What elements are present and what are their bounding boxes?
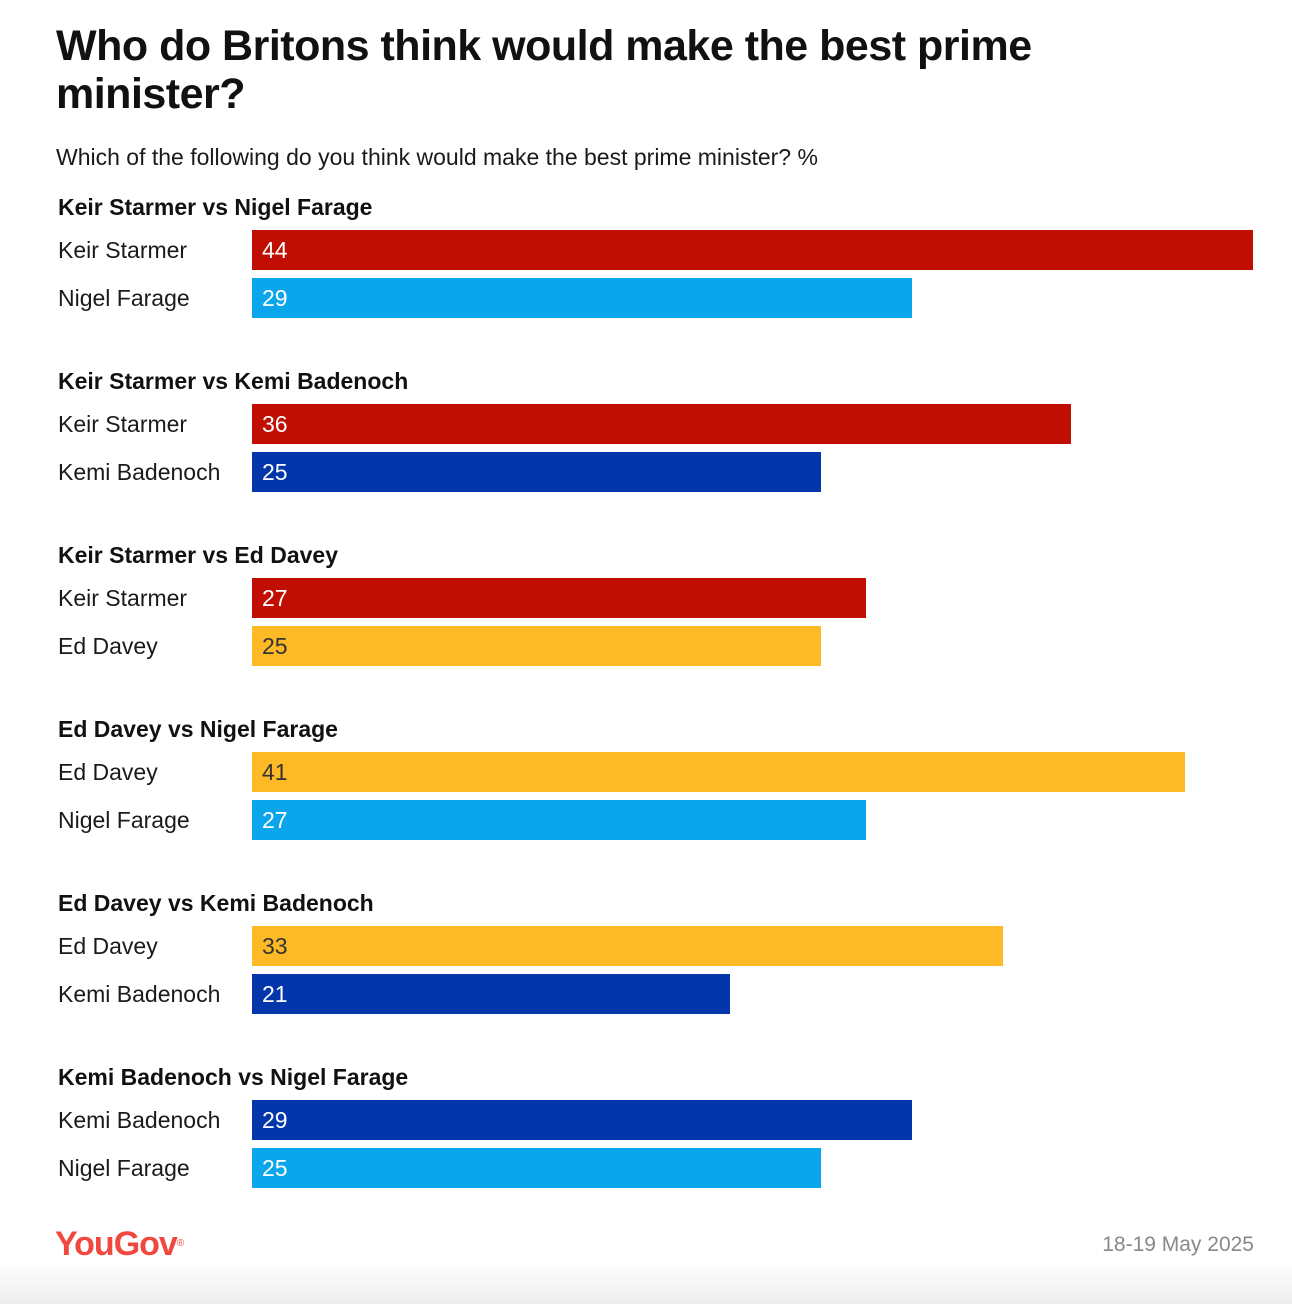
bar-label: Ed Davey <box>58 933 158 959</box>
bar: 33 <box>252 926 1003 966</box>
group-title: Keir Starmer vs Nigel Farage <box>58 194 373 220</box>
bar: 36 <box>252 404 1071 444</box>
bar: 29 <box>252 1100 912 1140</box>
group-title: Keir Starmer vs Ed Davey <box>58 542 338 568</box>
brand-name: YouGov <box>55 1225 178 1263</box>
group-title: Ed Davey vs Kemi Badenoch <box>58 890 374 916</box>
bar-label: Keir Starmer <box>58 411 188 437</box>
bottom-fade <box>0 1260 1292 1304</box>
chart-subtitle: Which of the following do you think woul… <box>56 144 818 170</box>
bar-label: Kemi Badenoch <box>58 459 221 485</box>
bar-value-label: 27 <box>262 585 288 611</box>
registered-mark: ® <box>176 1238 185 1249</box>
bar-label: Ed Davey <box>58 633 158 659</box>
bar: 41 <box>252 752 1185 792</box>
bar-label: Nigel Farage <box>58 807 190 833</box>
bar: 21 <box>252 974 730 1014</box>
bar: 25 <box>252 452 821 492</box>
bar: 27 <box>252 800 866 840</box>
bar-value-label: 25 <box>262 633 288 659</box>
chart-title: Who do Britons think would make the best… <box>56 22 1032 118</box>
bar-label: Nigel Farage <box>58 1155 190 1181</box>
bar-value-label: 29 <box>262 285 288 311</box>
bar-value-label: 27 <box>262 807 288 833</box>
bar-value-label: 25 <box>262 459 288 485</box>
bar: 29 <box>252 278 912 318</box>
bar-label: Kemi Badenoch <box>58 1107 221 1133</box>
bar: 25 <box>252 626 821 666</box>
bar: 44 <box>252 230 1253 270</box>
bar-value-label: 41 <box>262 759 288 785</box>
bar-label: Kemi Badenoch <box>58 981 221 1007</box>
bar-label: Nigel Farage <box>58 285 190 311</box>
bar-value-label: 21 <box>262 981 288 1007</box>
yougov-logo: YouGov® <box>55 1224 184 1264</box>
group-title: Kemi Badenoch vs Nigel Farage <box>58 1064 409 1090</box>
bar-label: Ed Davey <box>58 759 158 785</box>
bar-value-label: 25 <box>262 1155 288 1181</box>
bar-value-label: 36 <box>262 411 288 437</box>
bar-value-label: 29 <box>262 1107 288 1133</box>
group-title: Ed Davey vs Nigel Farage <box>58 716 338 742</box>
bar: 27 <box>252 578 866 618</box>
bar-label: Keir Starmer <box>58 585 188 611</box>
bar-value-label: 33 <box>262 933 288 959</box>
bar-value-label: 44 <box>262 237 288 263</box>
bar: 25 <box>252 1148 821 1188</box>
survey-date: 18-19 May 2025 <box>1102 1233 1254 1256</box>
bar-label: Keir Starmer <box>58 237 188 263</box>
group-title: Keir Starmer vs Kemi Badenoch <box>58 368 409 394</box>
